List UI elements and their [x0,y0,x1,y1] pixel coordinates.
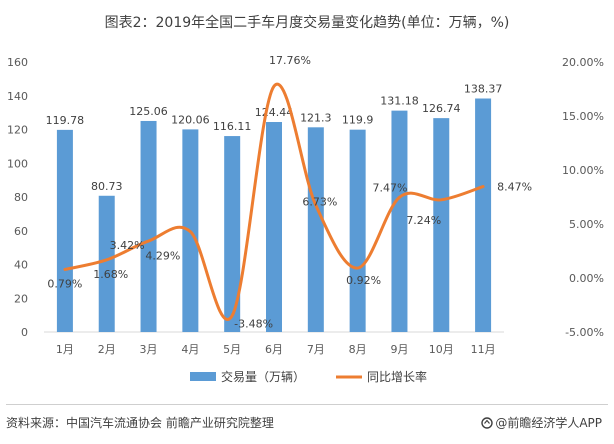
y-left-tick-label: 100 [7,157,28,170]
y-right-tick-label: 10.00% [562,164,604,177]
y-right-tick-label: 5.00% [569,218,604,231]
x-axis-labels: 1月 2月 3月 4月 5月 6月 7月 8月 9月 10月 11月 [56,343,496,356]
y-left-tick-label: 140 [7,90,28,103]
bar [307,127,324,333]
x-tick-label: 7月 [307,343,325,356]
bar-value-label: 125.06 [129,105,168,118]
x-tick-label: 4月 [181,343,199,356]
legend-line-label: 同比增长率 [367,369,427,384]
line-value-label: 7.47% [373,181,408,194]
line-value-label: 17.76% [269,54,311,67]
bar [98,195,115,332]
y-left-tick-label: 60 [14,225,28,238]
x-tick-label: 2月 [98,343,116,356]
y-left-tick-label: 120 [7,124,28,137]
legend-bar-label: 交易量（万辆） [221,369,305,384]
chart: 0 20 40 60 80 100 120 140 160 -5.00% 0.00% 5.00% 10… [7,54,604,384]
x-tick-label: 9月 [390,343,408,356]
bar-value-label: 120.06 [171,113,210,126]
footer-divider [6,404,608,405]
line-value-label: 3.42% [110,239,145,252]
bar-value-label: 80.73 [91,180,123,193]
y-left-tick-label: 40 [14,259,28,272]
bar [224,136,241,332]
bar-value-label: 131.18 [380,95,419,108]
y-right-tick-label: 20.00% [562,56,604,69]
y-right-tick-label: 15.00% [562,110,604,123]
bar-value-label: 124.44 [255,106,294,119]
growth-rate-line [63,82,485,321]
x-tick-label: 6月 [265,343,283,356]
bar [349,129,366,332]
line-value-label: 4.29% [145,250,180,263]
brand-logo-icon [481,417,494,429]
y-left-tick-label: 0 [21,326,28,339]
bar [140,120,157,333]
bar-value-label: 138.37 [464,83,503,96]
x-tick-label: 10月 [429,343,454,356]
bar [391,110,408,332]
brand-credit: @前瞻经济学人APP [481,414,602,431]
line-value-label: 1.68% [93,268,128,281]
legend-bar-swatch [190,372,216,381]
y-right-tick-label: 0.00% [569,272,604,285]
line-value-label: 6.73% [302,195,337,208]
line-value-label: 0.79% [47,277,82,290]
line-value-label: 0.92% [346,274,381,287]
brand-text: @前瞻经济学人APP [495,416,602,430]
bar-value-label: 121.3 [300,111,332,124]
bar-series [56,98,492,333]
bar-value-label: 126.74 [422,102,461,115]
line-value-label: 7.24% [406,214,441,227]
right-axis: -5.00% 0.00% 5.00% 10.00% 15.00% 20.00% [562,56,604,339]
y-left-tick-label: 160 [7,56,28,69]
bar-value-label: 116.11 [213,120,252,133]
bar-value-label: 119.9 [342,114,374,127]
x-tick-label: 5月 [223,343,241,356]
bar [266,122,282,332]
x-tick-label: 8月 [349,343,367,356]
y-left-tick-label: 20 [14,292,28,305]
x-tick-label: 1月 [56,343,74,356]
y-left-tick-label: 80 [14,191,28,204]
line-series [63,82,485,321]
source-note: 资料来源：中国汽车流通协会 前瞻产业研究院整理 [6,416,274,430]
line-value-label: 8.47% [497,181,532,194]
line-data-labels: 0.79% 1.68% 3.42%4.29% -3.48% 17.76% 6.73% 0.9… [47,54,532,330]
x-tick-label: 11月 [471,343,496,356]
line-value-label: -3.48% [234,318,273,331]
bar [56,129,73,332]
legend: 交易量（万辆） 同比增长率 [190,369,427,384]
y-right-tick-label: -5.00% [565,326,604,339]
left-axis: 0 20 40 60 80 100 120 140 160 [7,56,504,339]
x-tick-label: 3月 [140,343,158,356]
bar-value-label: 119.78 [46,114,85,127]
chart-title: 图表2：2019年全国二手车月度交易量变化趋势(单位：万辆，%) [104,15,510,31]
bar [433,118,450,332]
bar [475,98,492,332]
